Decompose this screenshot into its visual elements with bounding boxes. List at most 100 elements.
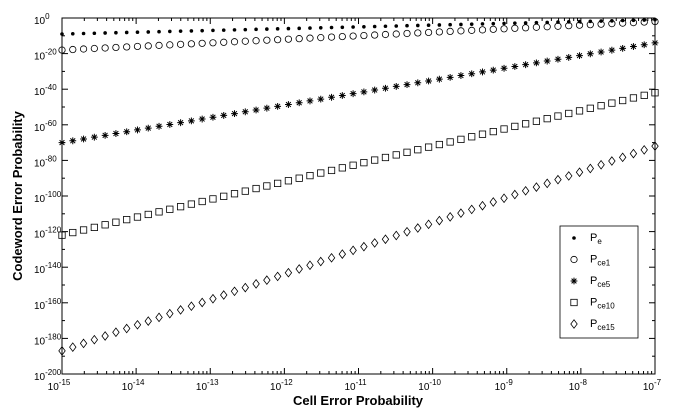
data-point: [360, 159, 368, 167]
data-point: [448, 22, 452, 27]
data-point: [274, 36, 282, 44]
y-tick-label: 10-80: [34, 154, 57, 169]
data-point: [80, 135, 87, 143]
data-point: [328, 93, 335, 101]
data-point: [371, 86, 379, 94]
data-point: [263, 275, 271, 286]
data-point: [306, 172, 314, 180]
data-point: [263, 36, 271, 44]
data-point: [122, 323, 131, 334]
legend-entry: Pce15: [590, 318, 615, 332]
series-layer: [58, 17, 659, 356]
data-point: [220, 112, 228, 119]
data-point: [252, 184, 260, 193]
data-point: [230, 190, 239, 198]
data-point: [640, 91, 648, 99]
data-point: [424, 143, 433, 151]
data-point: [166, 41, 174, 49]
data-point: [349, 32, 357, 40]
data-point: [426, 23, 431, 28]
data-point: [155, 312, 163, 323]
data-point: [405, 23, 409, 28]
data-point: [435, 28, 443, 36]
data-point: [532, 117, 541, 125]
data-point: [424, 219, 433, 230]
data-point: [189, 29, 194, 33]
data-point: [176, 203, 185, 211]
data-point: [522, 120, 530, 128]
data-point: [123, 43, 131, 51]
data-point: [511, 63, 519, 70]
data-point: [58, 46, 66, 54]
data-point: [306, 34, 314, 42]
data-point: [101, 131, 109, 139]
data-point: [351, 25, 355, 29]
data-point: [124, 30, 129, 35]
data-point: [651, 17, 659, 26]
data-point: [575, 107, 584, 115]
data-point: [360, 31, 368, 40]
data-point: [534, 20, 539, 25]
data-point: [90, 133, 98, 141]
data-point: [231, 110, 238, 118]
data-point: [586, 50, 594, 58]
data-point: [478, 130, 487, 138]
data-point: [200, 28, 204, 33]
y-tick-label: 10-60: [34, 119, 57, 134]
data-point: [457, 208, 465, 219]
data-point: [166, 308, 174, 319]
data-point: [211, 28, 215, 33]
data-point: [241, 108, 249, 116]
data-point: [198, 115, 206, 123]
data-point: [209, 113, 217, 121]
data-point: [327, 166, 336, 175]
data-point: [446, 138, 454, 146]
data-point: [241, 187, 249, 195]
data-point: [478, 200, 487, 211]
data-point: [543, 178, 551, 189]
data-point: [576, 52, 583, 60]
data-point: [155, 122, 163, 130]
data-point: [513, 21, 517, 25]
data-point: [295, 99, 303, 107]
data-point: [640, 18, 648, 26]
data-point: [459, 22, 463, 27]
data-point: [187, 301, 196, 312]
data-point: [284, 267, 293, 278]
data-point: [457, 27, 465, 35]
data-point: [362, 24, 366, 29]
y-axis-ticks: 100 10-20 10-40 10-60 10-80 10-100 10-120 10-14…: [34, 12, 655, 383]
data-point: [554, 22, 562, 30]
data-point: [424, 28, 433, 37]
data-point: [317, 34, 325, 42]
data-point: [618, 152, 627, 163]
data-point: [198, 39, 206, 47]
data-point: [469, 22, 474, 26]
data-point: [232, 28, 237, 32]
data-point: [338, 249, 347, 259]
data-point: [392, 151, 400, 159]
data-point: [619, 96, 627, 105]
data-point: [317, 256, 325, 267]
legend-entry: Pce10: [590, 297, 615, 311]
data-point: [416, 23, 420, 28]
data-point: [340, 25, 345, 30]
data-point: [103, 31, 107, 35]
data-point: [252, 279, 260, 289]
data-point: [69, 137, 77, 145]
x-tick-label: 10-7: [643, 378, 662, 393]
data-point: [500, 125, 508, 133]
data-point: [317, 95, 325, 103]
data-point: [437, 23, 442, 27]
data-point: [480, 22, 485, 26]
data-point: [263, 104, 271, 112]
data-point: [381, 30, 390, 39]
data-point: [478, 26, 487, 34]
data-point: [543, 115, 551, 123]
data-point: [177, 40, 185, 48]
data-point: [392, 83, 400, 90]
legend-entry: Pe: [590, 232, 602, 246]
data-point: [284, 35, 293, 43]
y-tick-label: 10-40: [34, 83, 57, 98]
